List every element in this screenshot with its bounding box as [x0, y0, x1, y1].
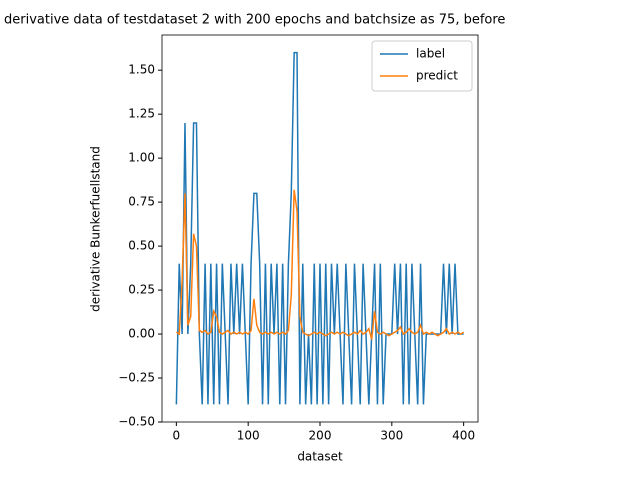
chart-title: derivative data of testdataset 2 with 20…: [4, 13, 505, 28]
y-tick-label: −0.50: [118, 415, 155, 429]
plot-frame: [161, 34, 479, 423]
legend-label: label: [416, 47, 445, 61]
x-tick-label: 0: [173, 429, 181, 443]
y-axis-label: derivative Bunkerfuellstand: [89, 146, 103, 312]
y-tick-label: 0.50: [128, 239, 155, 253]
y-tick-label: 1.25: [128, 107, 155, 121]
y-tick-label: 0.25: [128, 283, 155, 297]
y-tick-label: 0.00: [128, 327, 155, 341]
y-tick-label: 1.50: [128, 63, 155, 77]
line-series: [175, 51, 464, 405]
x-tick-label: 200: [309, 429, 332, 443]
y-tick-label: 1.00: [128, 151, 155, 165]
x-tick-label: 400: [452, 429, 475, 443]
line-series: [175, 189, 465, 340]
y-tick-label: −0.25: [118, 371, 155, 385]
x-tick-label: 300: [380, 429, 403, 443]
y-tick-label: 0.75: [128, 195, 155, 209]
x-tick-label: 100: [237, 429, 260, 443]
legend-label: predict: [416, 69, 458, 83]
x-axis-label: dataset: [297, 450, 343, 464]
